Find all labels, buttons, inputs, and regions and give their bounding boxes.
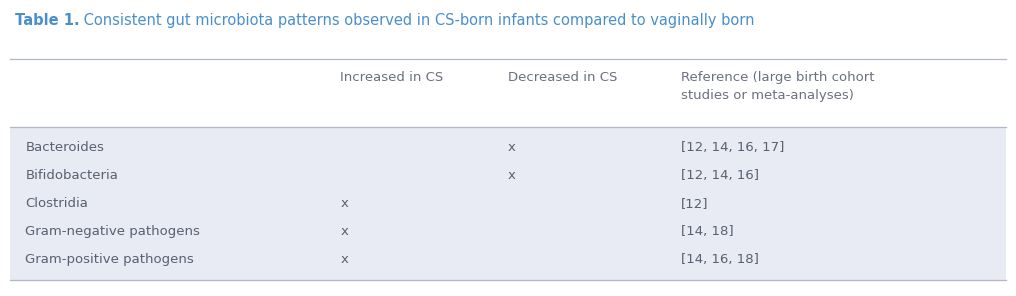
Text: [12, 14, 16, 17]: [12, 14, 16, 17] bbox=[681, 141, 784, 154]
Text: Reference (large birth cohort
studies or meta-analyses): Reference (large birth cohort studies or… bbox=[681, 71, 874, 102]
Text: x: x bbox=[340, 253, 348, 266]
Text: x: x bbox=[340, 197, 348, 210]
Text: Bacteroides: Bacteroides bbox=[25, 141, 105, 154]
Text: [14, 18]: [14, 18] bbox=[681, 225, 734, 238]
Text: [12]: [12] bbox=[681, 197, 708, 210]
Text: Table 1.: Table 1. bbox=[15, 13, 80, 28]
Text: x: x bbox=[340, 225, 348, 238]
Text: Gram-negative pathogens: Gram-negative pathogens bbox=[25, 225, 200, 238]
Text: Increased in CS: Increased in CS bbox=[340, 71, 444, 84]
FancyBboxPatch shape bbox=[10, 127, 1006, 280]
Text: Bifidobacteria: Bifidobacteria bbox=[25, 169, 118, 182]
Text: Consistent gut microbiota patterns observed in CS-born infants compared to vagin: Consistent gut microbiota patterns obser… bbox=[79, 13, 755, 28]
Text: Gram-positive pathogens: Gram-positive pathogens bbox=[25, 253, 194, 266]
Text: [14, 16, 18]: [14, 16, 18] bbox=[681, 253, 759, 266]
Text: Clostridia: Clostridia bbox=[25, 197, 88, 210]
Text: x: x bbox=[508, 169, 516, 182]
Text: Decreased in CS: Decreased in CS bbox=[508, 71, 618, 84]
Text: [12, 14, 16]: [12, 14, 16] bbox=[681, 169, 759, 182]
Text: x: x bbox=[508, 141, 516, 154]
